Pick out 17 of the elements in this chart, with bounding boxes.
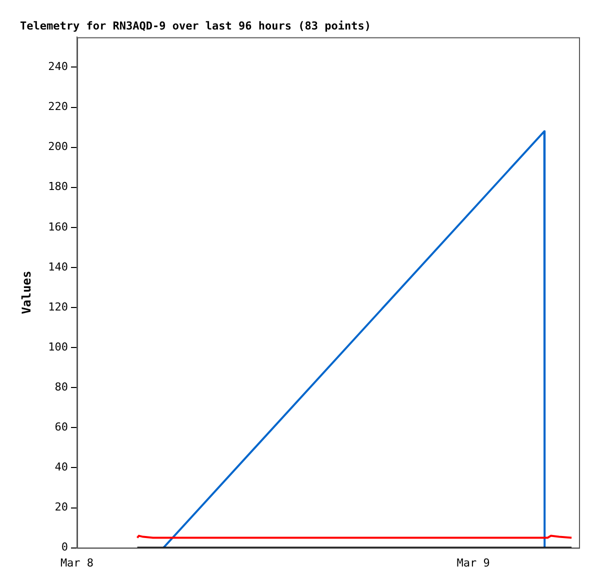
chart-title: Telemetry for RN3AQD-9 over last 96 hours (83 points) [20, 19, 371, 32]
y-tick-label: 120 [48, 300, 68, 314]
y-tick-label: 220 [48, 100, 68, 114]
y-tick-label: 20 [54, 500, 68, 514]
y-tick-label: 0 [61, 540, 68, 554]
y-axis-title: Values [19, 270, 34, 314]
y-tick-label: 160 [48, 220, 68, 234]
y-tick-label: 240 [48, 60, 68, 74]
y-tick-label: 100 [48, 340, 68, 354]
y-tick-label: 200 [48, 140, 68, 154]
y-tick-label: 40 [54, 460, 68, 474]
y-tick-label: 60 [54, 420, 68, 434]
y-tick-label: 140 [48, 260, 68, 274]
y-tick-label: 80 [54, 380, 68, 394]
y-tick-label: 180 [48, 180, 68, 194]
x-tick-label: Mar 8 [60, 556, 94, 570]
x-tick-label: Mar 9 [456, 556, 490, 570]
